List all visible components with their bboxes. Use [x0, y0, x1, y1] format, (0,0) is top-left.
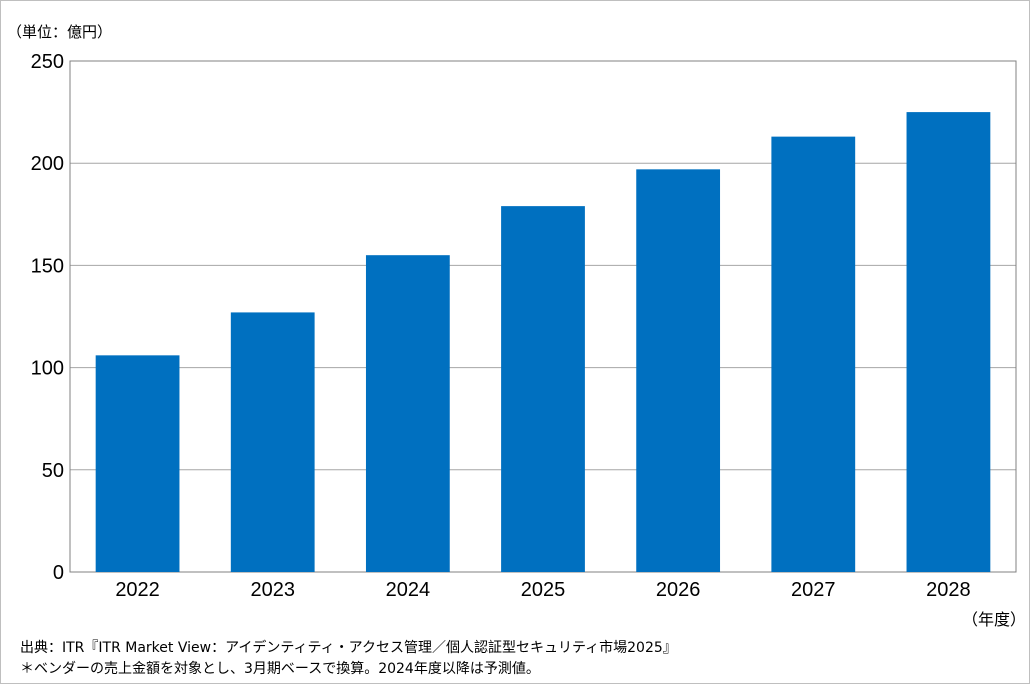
- y-tick-label: 50: [42, 460, 64, 482]
- bar-2026: [636, 169, 721, 572]
- y-tick-label: 0: [53, 562, 64, 584]
- y-unit-label: （単位：億円）: [7, 23, 113, 41]
- bar-2023: [230, 312, 315, 572]
- x-tick-label: 2024: [386, 579, 431, 601]
- bar-2024: [365, 255, 450, 572]
- y-tick-label: 100: [31, 358, 64, 380]
- y-axis-ticks: 0 50 100 150 200 250: [31, 51, 64, 584]
- x-tick-label: 2023: [250, 579, 295, 601]
- x-tick-label: 2025: [521, 579, 566, 601]
- x-axis-ticks: 2022 2023 2024 2025 2026 2027 2028: [115, 579, 970, 601]
- x-unit-label: （年度）: [962, 610, 1027, 629]
- y-tick-label: 150: [31, 255, 64, 277]
- bar-2025: [501, 206, 585, 572]
- source-note: 出典：ITR『ITR Market View：アイデンティティ・アクセス管理／個…: [20, 640, 677, 656]
- bars: [95, 112, 991, 573]
- x-tick-label: 2028: [926, 579, 971, 601]
- x-tick-label: 2027: [791, 579, 836, 601]
- x-tick-label: 2022: [115, 579, 160, 601]
- y-tick-label: 250: [31, 51, 64, 73]
- footnote: ＊ベンダーの売上金額を対象とし、3月期ベースで換算。2024年度以降は予測値。: [20, 661, 540, 677]
- bar-2027: [771, 136, 856, 573]
- x-tick-label: 2026: [656, 579, 701, 601]
- bar-2028: [906, 112, 991, 572]
- bar-2022: [95, 355, 180, 572]
- y-tick-label: 200: [31, 153, 64, 175]
